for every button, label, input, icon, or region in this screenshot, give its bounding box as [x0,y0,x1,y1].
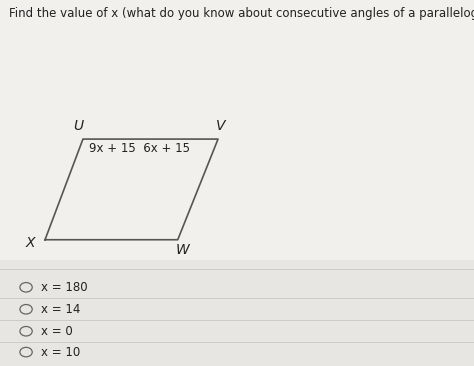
Text: X: X [26,236,36,250]
Text: Find the value of x (what do you know about consecutive angles of a parallelogra: Find the value of x (what do you know ab… [9,7,474,20]
Text: x = 0: x = 0 [41,325,73,338]
FancyBboxPatch shape [0,0,474,260]
Text: W: W [175,243,190,257]
Text: x = 180: x = 180 [41,281,88,294]
Text: 9x + 15  6x + 15: 9x + 15 6x + 15 [89,142,191,155]
Text: V: V [216,119,225,133]
Text: x = 14: x = 14 [41,303,81,316]
Text: x = 10: x = 10 [41,346,81,359]
Text: U: U [73,119,83,133]
